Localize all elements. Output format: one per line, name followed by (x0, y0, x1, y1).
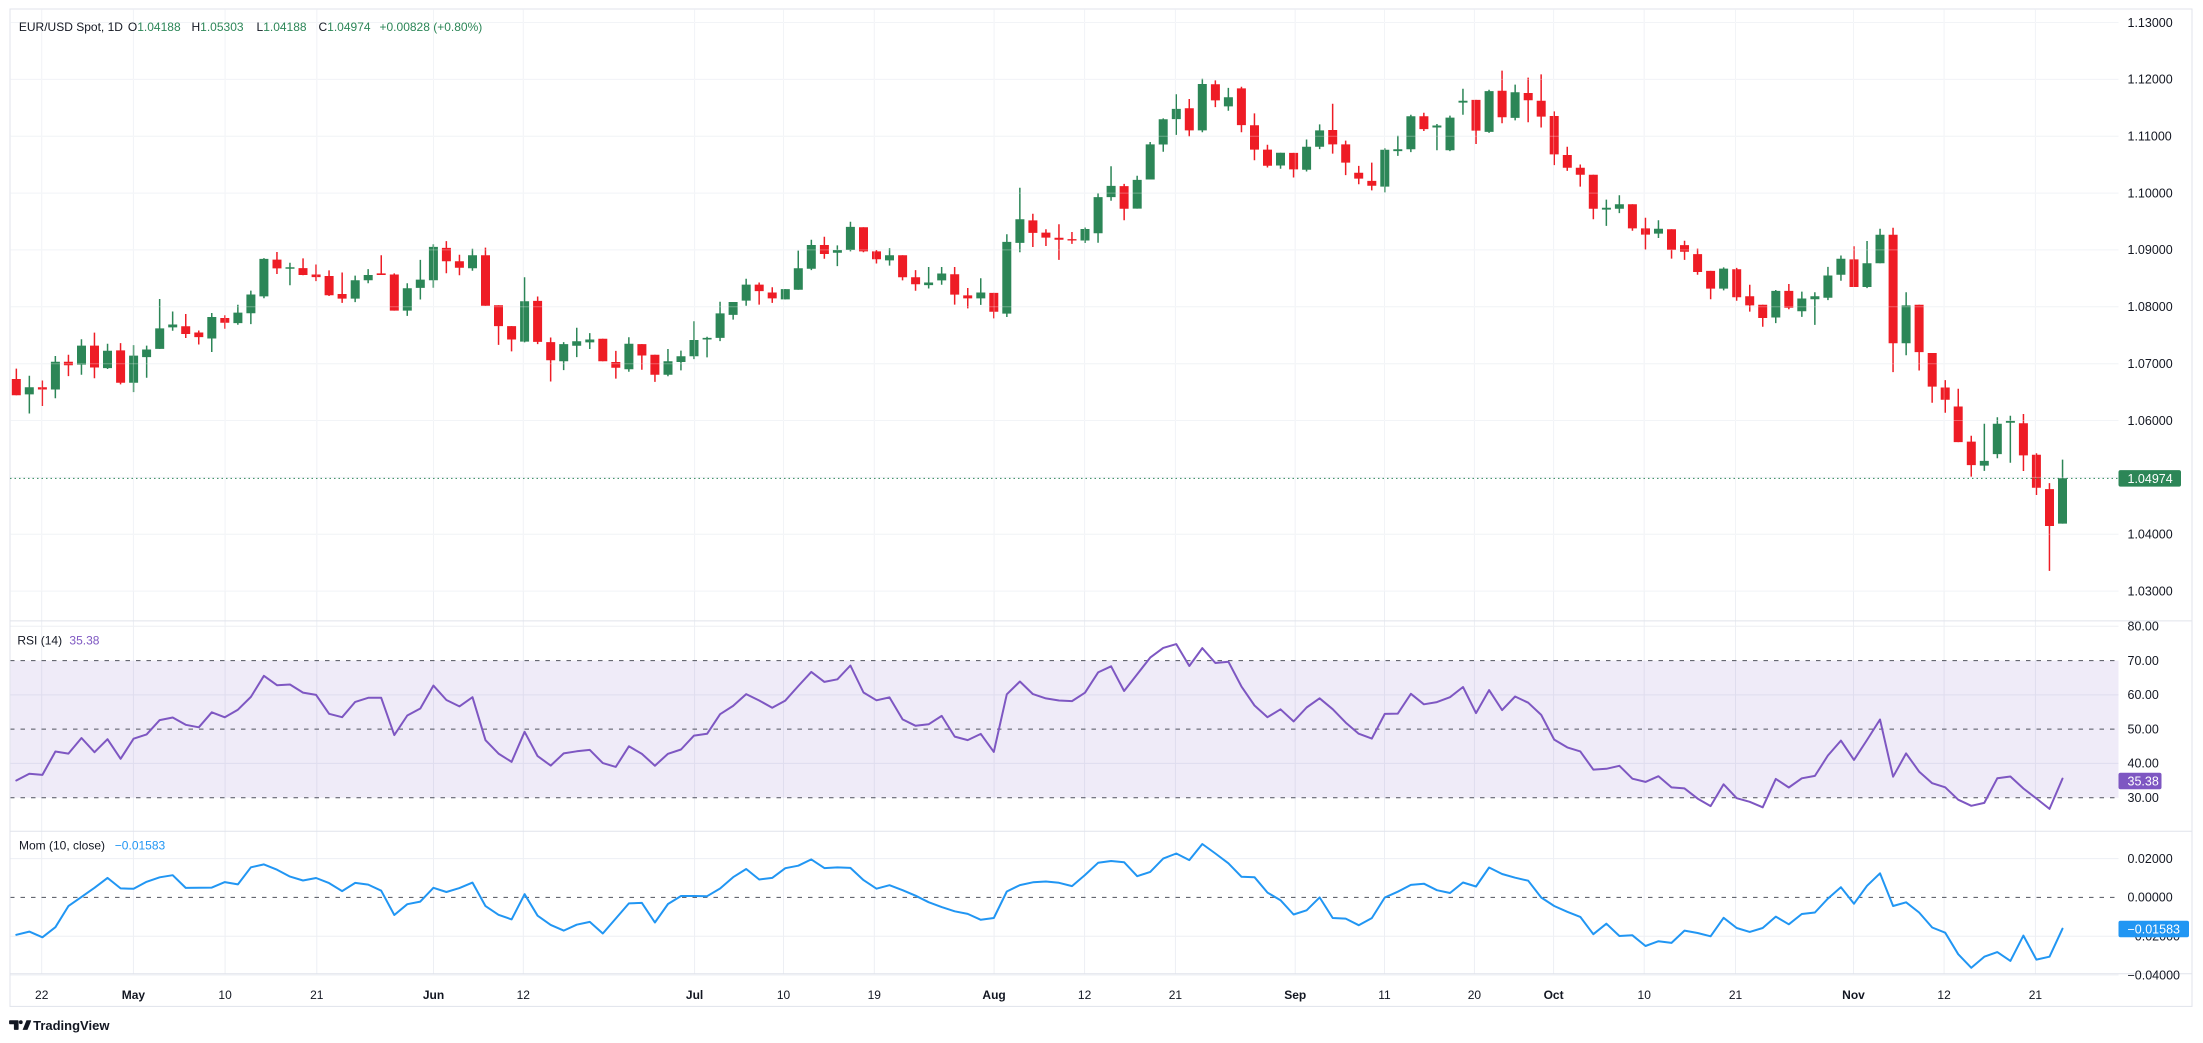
svg-text:Sep: Sep (1284, 988, 1306, 1002)
svg-text:22: 22 (35, 988, 49, 1002)
svg-text:1.04974: 1.04974 (2128, 472, 2173, 486)
svg-text:Nov: Nov (1842, 988, 1865, 1002)
svg-text:−0.04000: −0.04000 (2128, 968, 2181, 982)
svg-text:Mom (10, close): Mom (10, close) (19, 839, 105, 853)
svg-text:0.00000: 0.00000 (2128, 891, 2173, 905)
svg-text:1.07000: 1.07000 (2128, 357, 2173, 371)
svg-text:Oct: Oct (1544, 988, 1564, 1002)
svg-text:35.38: 35.38 (2128, 775, 2159, 789)
svg-text:0.02000: 0.02000 (2128, 852, 2173, 866)
svg-text:1.06000: 1.06000 (2128, 414, 2173, 428)
svg-text:1.04000: 1.04000 (2128, 528, 2173, 542)
svg-text:50.00: 50.00 (2128, 722, 2159, 736)
svg-text:1.11000: 1.11000 (2128, 130, 2172, 144)
svg-text:Aug: Aug (982, 988, 1005, 1002)
svg-text:35.38: 35.38 (69, 633, 99, 647)
svg-text:30.00: 30.00 (2128, 791, 2159, 805)
svg-text:21: 21 (2029, 988, 2043, 1002)
svg-text:60.00: 60.00 (2128, 688, 2159, 702)
svg-text:1.03000: 1.03000 (2128, 584, 2173, 598)
svg-text:−0.01583: −0.01583 (2128, 923, 2181, 937)
svg-text:12: 12 (1078, 988, 1092, 1002)
svg-text:21: 21 (1729, 988, 1743, 1002)
svg-text:12: 12 (517, 988, 531, 1002)
svg-text:20: 20 (1468, 988, 1482, 1002)
svg-text:1.10000: 1.10000 (2128, 186, 2173, 200)
svg-text:1.09000: 1.09000 (2128, 243, 2173, 257)
svg-text:1.08000: 1.08000 (2128, 300, 2173, 314)
svg-text:Jun: Jun (423, 988, 444, 1002)
svg-text:11: 11 (1378, 988, 1391, 1002)
svg-text:21: 21 (310, 988, 324, 1002)
svg-text:80.00: 80.00 (2128, 620, 2159, 634)
svg-text:May: May (122, 988, 146, 1002)
svg-text:70.00: 70.00 (2128, 654, 2159, 668)
svg-text:10: 10 (1638, 988, 1652, 1002)
svg-text:TradingView: TradingView (33, 1018, 110, 1033)
svg-text:1.12000: 1.12000 (2128, 73, 2173, 87)
svg-text:Jul: Jul (686, 988, 703, 1002)
svg-text:12: 12 (1937, 988, 1951, 1002)
svg-text:19: 19 (868, 988, 882, 1002)
svg-text:40.00: 40.00 (2128, 757, 2159, 771)
svg-text:1.13000: 1.13000 (2128, 16, 2173, 30)
svg-text:10: 10 (777, 988, 791, 1002)
svg-text:−0.01583: −0.01583 (115, 839, 166, 853)
svg-text:21: 21 (1169, 988, 1183, 1002)
svg-text:RSI (14): RSI (14) (17, 633, 62, 647)
svg-text:10: 10 (218, 988, 232, 1002)
